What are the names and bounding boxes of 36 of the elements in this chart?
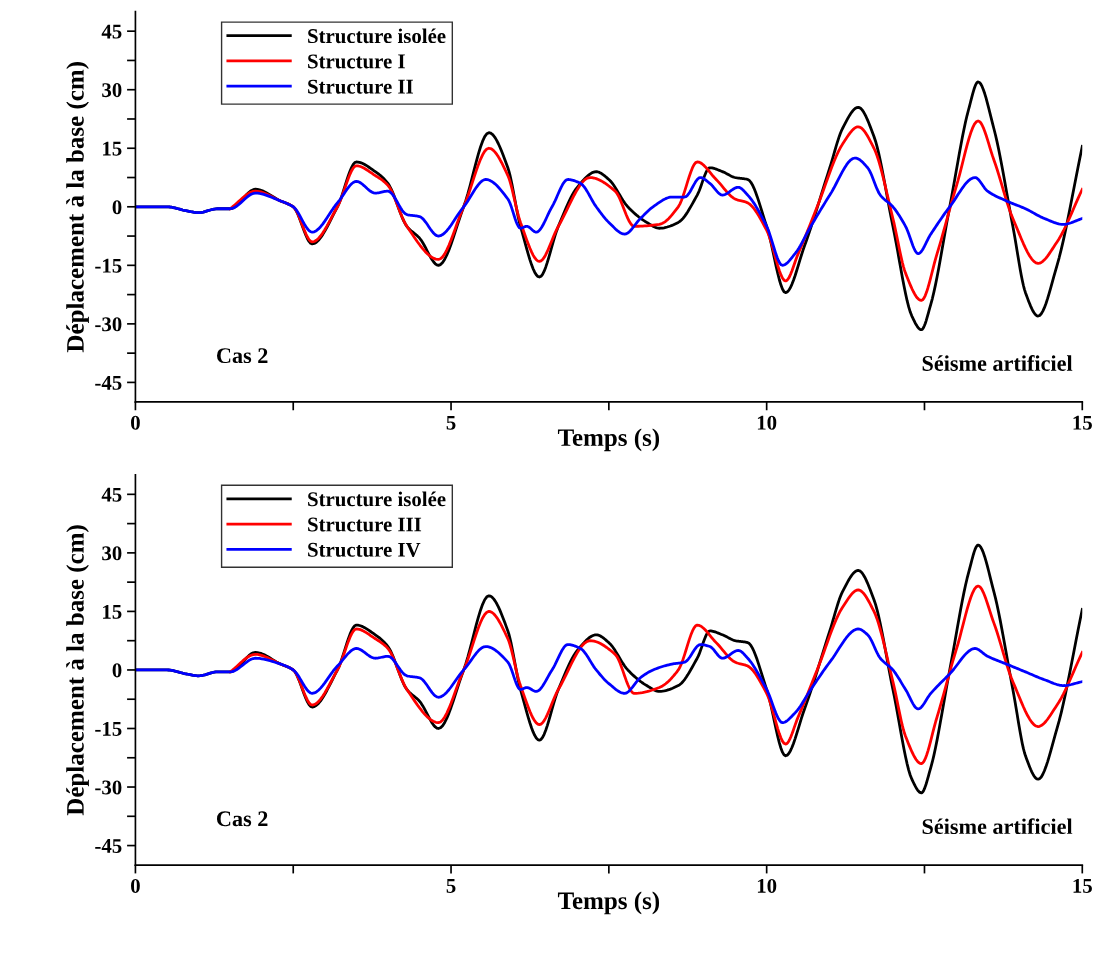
y-tick-label: -45	[95, 375, 122, 390]
y-tick-label: 0	[112, 200, 122, 215]
legend-label: Structure III	[308, 517, 422, 532]
legend-label: Structure IV	[308, 542, 421, 557]
y-tick-label: -45	[95, 839, 122, 853]
annotation: Séisme artificiel	[922, 355, 1073, 371]
y-tick-label: -30	[95, 317, 122, 332]
legend-label: Structure isolée	[308, 28, 446, 44]
legend-label: Structure isolée	[308, 491, 446, 507]
x-tick-label: 10	[757, 415, 777, 430]
x-tick-label: 10	[757, 878, 777, 893]
x-tick-label: 0	[131, 878, 140, 893]
y-tick-label: 30	[102, 546, 122, 561]
legend-label: Structure I	[308, 54, 405, 69]
annotation: Cas 2	[216, 811, 268, 827]
y-tick-label: -15	[95, 258, 122, 273]
y-tick-label: 15	[103, 141, 122, 156]
y-axis-title: Déplacement à la base (cm)	[66, 525, 89, 816]
annotation: Cas 2	[216, 348, 268, 364]
x-tick-label: 0	[131, 415, 140, 430]
annotation: Séisme artificiel	[922, 818, 1073, 835]
y-tick-label: 30	[102, 83, 122, 98]
x-axis-title: Temps (s)	[557, 891, 660, 915]
y-tick-label: 45	[101, 24, 122, 39]
x-tick-label: 15	[1073, 415, 1092, 430]
x-tick-label: 5	[446, 415, 456, 430]
x-tick-label: 5	[446, 879, 456, 893]
y-tick-label: 45	[101, 487, 122, 502]
y-tick-label: 0	[112, 663, 122, 678]
x-tick-label: 15	[1073, 878, 1092, 893]
legend-label: Structure II	[308, 79, 413, 94]
y-tick-label: -30	[95, 780, 122, 795]
y-axis-title: Déplacement à la base (cm)	[66, 62, 89, 353]
y-tick-label: 15	[103, 604, 122, 619]
y-tick-label: -15	[95, 721, 122, 736]
x-axis-title: Temps (s)	[557, 428, 660, 452]
